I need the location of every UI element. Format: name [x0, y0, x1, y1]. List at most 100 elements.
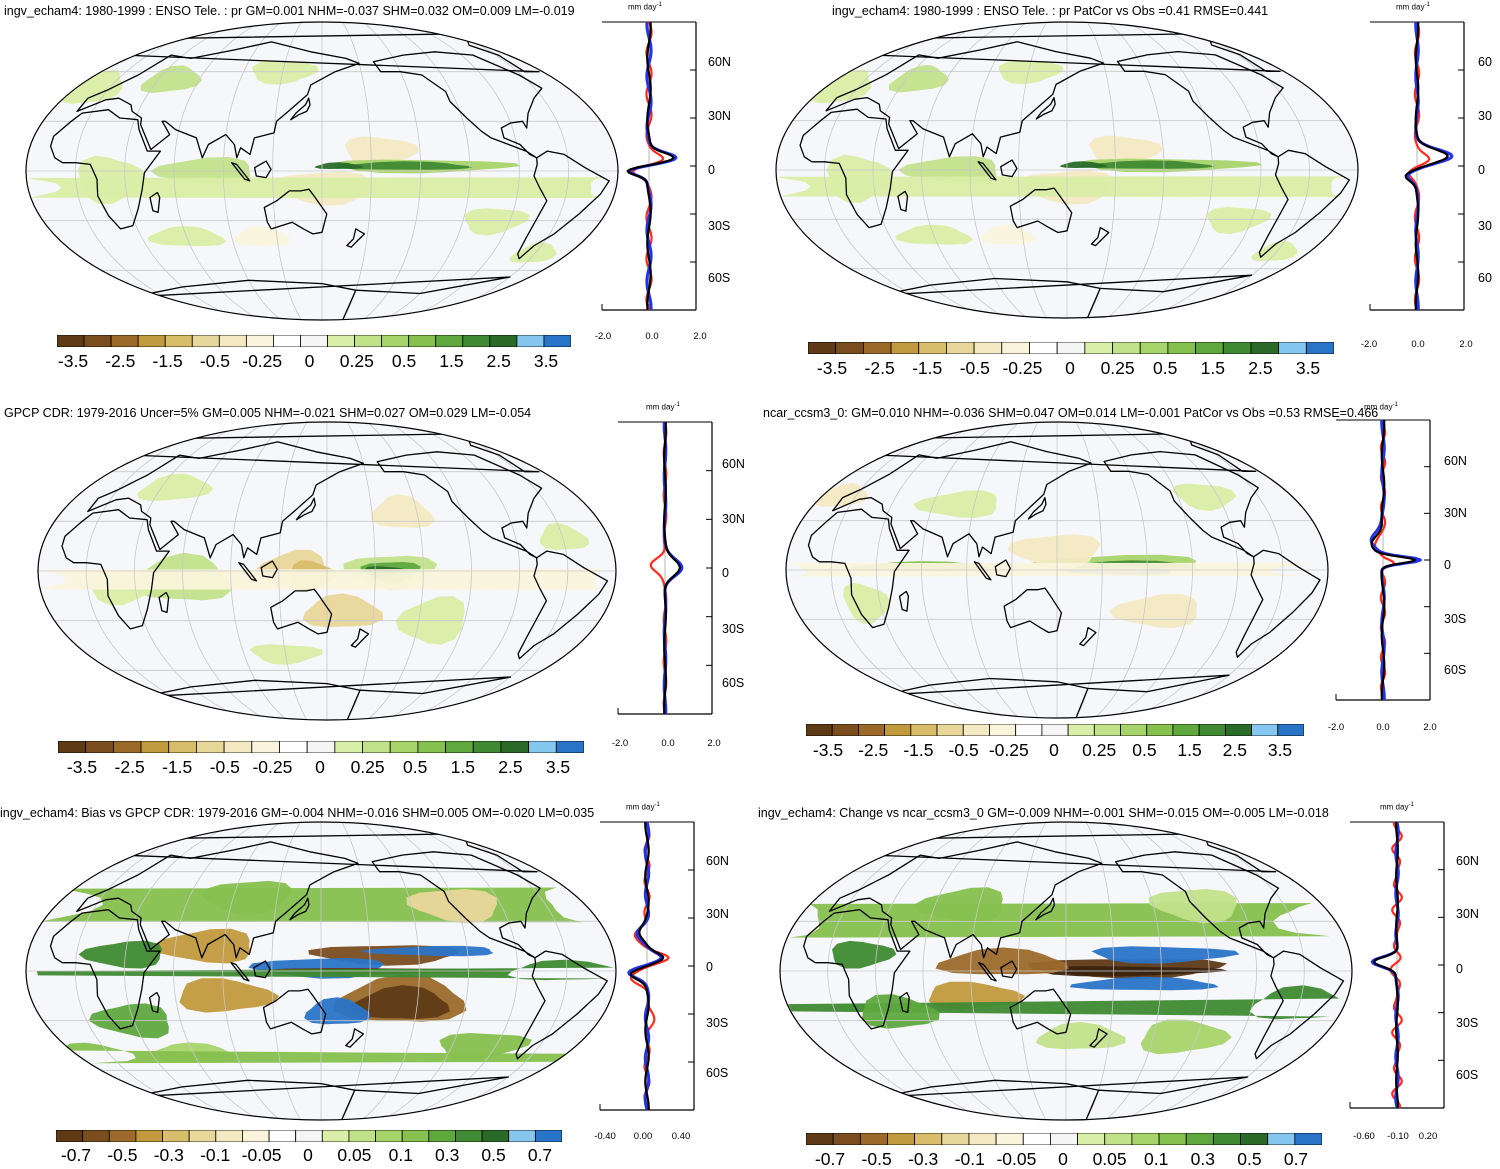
colorbar-swatch [300, 335, 328, 347]
zonal-xtick: 2.0 [1459, 339, 1473, 350]
zonal-line-black [629, 821, 665, 1111]
colorbar-swatch [1277, 724, 1304, 736]
colorbar-swatch [135, 1130, 163, 1142]
lat-label-60s: 60S [708, 271, 731, 285]
field-region [38, 568, 606, 590]
graticule-lon [173, 22, 261, 320]
colorbar-swatch [1195, 342, 1224, 354]
colorbar-swatch [831, 724, 859, 736]
coastline-borneo [260, 560, 278, 579]
colorbar-swatch [1185, 1133, 1214, 1145]
colorbar-swatch [295, 1130, 323, 1142]
graticule-lon [382, 822, 469, 1120]
coastline-antarctica [880, 274, 1253, 318]
colorbar-label: 0.5 [403, 757, 428, 777]
colorbar-label: -2.5 [864, 358, 895, 378]
colorbar-swatch [1093, 724, 1121, 736]
colorbar-swatch [381, 335, 410, 347]
coastline-japan [1035, 897, 1056, 921]
map-border [779, 821, 1353, 1121]
coastline-eurasia [832, 441, 1092, 558]
coastline-africa [803, 909, 911, 1030]
map-content [26, 822, 616, 1120]
lat-label-30s: 30S [708, 219, 731, 233]
colorbar-label: 0.25 [1100, 358, 1135, 378]
colorbar-label: -0.05 [996, 1149, 1037, 1169]
field-region [998, 60, 1064, 85]
colorbar-swatch [1172, 724, 1200, 736]
map-content [38, 422, 616, 720]
colorbar-label: 0.25 [350, 757, 385, 777]
colorbar-swatch [1294, 1133, 1322, 1145]
colorbar-swatch [887, 1133, 916, 1145]
colorbar-swatch [354, 335, 383, 347]
lat-label-30s: 30S [1444, 612, 1467, 626]
colorbar-label: 0.5 [1153, 358, 1178, 378]
graticule-lon [1085, 822, 1115, 1120]
colorbar-swatch [83, 335, 112, 347]
colorbar-swatch [1278, 342, 1307, 354]
colorbar-swatch [1001, 342, 1030, 354]
graticule-lon [173, 822, 260, 1120]
zonal-xtick: 0.0 [1376, 722, 1390, 733]
world-map [25, 821, 617, 1121]
colorbar-label: -0.5 [199, 351, 230, 371]
lat-label-60n: 60N [1456, 854, 1479, 868]
colorbar-swatch [462, 335, 491, 347]
colorbar-swatch [56, 1130, 84, 1142]
coastline-namerica [371, 851, 541, 959]
coastline-borneo [1000, 960, 1018, 979]
zonal-mean-plot [599, 821, 695, 1111]
colorbar-swatch [455, 1130, 483, 1142]
colorbar-swatch [445, 741, 474, 753]
coastline-nz [350, 628, 370, 648]
colorbar-swatch [1029, 342, 1058, 354]
colorbar-swatch [164, 335, 193, 347]
colorbar-swatch [858, 724, 886, 736]
colorbar-swatch [516, 335, 545, 347]
field-region [1059, 161, 1108, 168]
field-region [249, 644, 324, 665]
colorbar-swatch [528, 741, 557, 753]
zonal-line-blue [1406, 21, 1454, 311]
colorbar-label: 0.25 [339, 351, 374, 371]
coastline-namerica [376, 451, 543, 559]
colorbar-label: -0.5 [861, 1149, 892, 1169]
coastline-australia [270, 588, 333, 635]
coastline-eurasia [87, 441, 364, 559]
colorbar-label: 0.1 [388, 1145, 413, 1165]
colorbar-label: 2.5 [1222, 740, 1247, 760]
coastline-namerica [1103, 450, 1259, 558]
graticule-lon [383, 22, 471, 320]
field-region [1091, 946, 1240, 964]
lat-label-eq: 0 [708, 163, 715, 177]
zonal-line-black [663, 421, 681, 715]
colorbar-swatch [1250, 342, 1280, 354]
colorbar-swatch [110, 335, 139, 347]
coastline-samerica [515, 950, 608, 1060]
colorbar [57, 335, 571, 347]
graticule-lon [1017, 822, 1047, 1120]
zonal-unit: mm day-1 [1364, 402, 1398, 412]
colorbar-label: 3.5 [533, 351, 559, 371]
field-region [36, 959, 614, 981]
colorbar-swatch [1112, 342, 1141, 354]
colorbar-label: -0.3 [153, 1145, 184, 1165]
zonal-xtick: 0.0 [645, 331, 659, 342]
graticule-lon [1145, 822, 1258, 1120]
colorbar-swatch [806, 1133, 834, 1145]
colorbar-swatch [1041, 724, 1069, 736]
coastline-africa [799, 108, 909, 229]
colorbar-swatch [946, 342, 975, 354]
coastline-borneo [253, 960, 271, 979]
colorbar-label: -0.25 [252, 757, 293, 777]
field-region [888, 65, 950, 93]
graticule-lon [921, 422, 1001, 718]
lat-label-30s: 30S [1456, 1016, 1479, 1030]
graticule-lon [1132, 422, 1239, 718]
colorbar-label: 0.25 [1082, 740, 1117, 760]
colorbar-label: 3.5 [1267, 740, 1293, 760]
colorbar-swatch [58, 741, 87, 753]
zonal-xtick: 0.20 [1418, 1131, 1438, 1142]
coastline-samerica [1258, 149, 1351, 258]
